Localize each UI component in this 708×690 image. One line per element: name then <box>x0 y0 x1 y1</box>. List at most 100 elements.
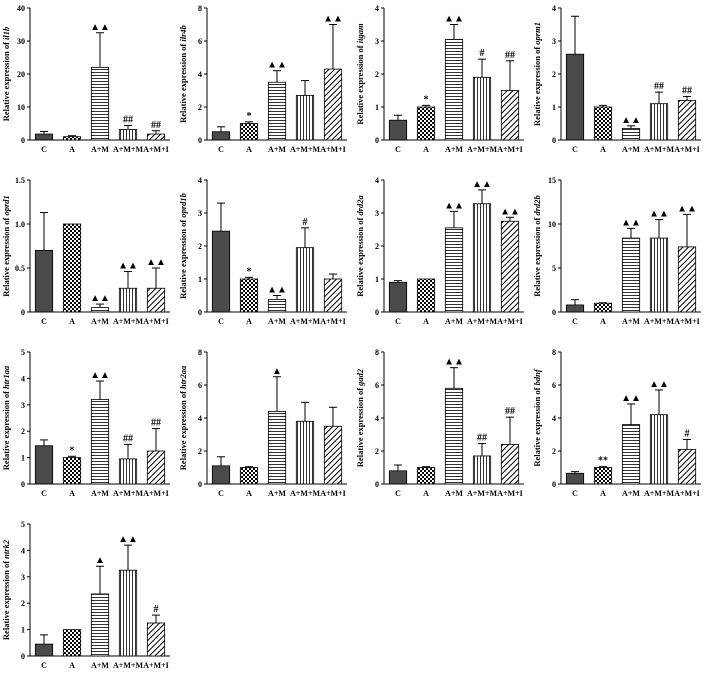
chart-panel-drd2b: 0 5 10 15 Relative expression of drd2b C A ▲▲ A+… <box>532 176 701 326</box>
y-tick-label: 0 <box>21 308 25 317</box>
y-tick-label: 4 <box>552 4 556 13</box>
bar-A+M+M <box>472 455 492 485</box>
y-tick-label: 2 <box>552 70 556 79</box>
significance-label: ▲▲ <box>621 393 641 404</box>
bar-A+M+I <box>146 133 166 141</box>
bar-A+M+M <box>295 247 315 313</box>
significance-label: ## <box>505 50 515 61</box>
x-tick-label: A+M+I <box>674 317 700 326</box>
significance-label: * <box>247 266 252 277</box>
significance-label: ▲▲ <box>90 22 110 33</box>
chart-panel-itgam: 0 1 2 3 4 Relative expression of itgam C * A ▲▲ A+… <box>355 4 524 154</box>
y-axis-label-prefix: Relative expression of <box>355 43 365 124</box>
y-axis-label-gene: htr2aa <box>178 365 188 389</box>
x-tick-label: A+M <box>268 317 286 326</box>
significance-label: ## <box>123 114 133 125</box>
x-tick-label: C <box>395 317 401 326</box>
y-axis-label-gene: oprd1 <box>1 195 11 215</box>
y-tick-label: 5 <box>21 348 25 357</box>
y-axis-label-gene: drd2a <box>355 194 365 215</box>
y-tick-label: 8 <box>198 4 202 13</box>
y-axis-label-gene: bdnf <box>532 368 542 385</box>
y-tick-label: 0 <box>375 480 379 489</box>
bar-A <box>239 467 259 485</box>
x-tick-label: A+M+M <box>644 489 674 498</box>
bar-A <box>416 467 436 485</box>
bar-C <box>34 133 54 141</box>
significance-label: # <box>303 217 308 228</box>
significance-label: * <box>247 111 252 122</box>
bar-C <box>211 465 231 485</box>
bar-A+M+I <box>677 246 697 313</box>
x-tick-label: A <box>246 145 252 154</box>
bar-A+M+M <box>472 76 492 141</box>
significance-label: ▲▲ <box>649 209 669 220</box>
x-tick-label: A+M <box>91 317 109 326</box>
x-tick-label: A+M <box>91 489 109 498</box>
chart-panel-bdnf: 0 2 4 6 8 Relative expression of bdnf C ** A ▲▲ A+… <box>532 348 701 498</box>
x-tick-label: A+M+M <box>290 489 320 498</box>
significance-label: ▲▲ <box>118 534 138 545</box>
y-tick-label: 6 <box>375 381 379 390</box>
y-axis-label: Relative expression of oprd1b <box>178 193 188 299</box>
y-axis-label-gene: oprm1 <box>532 22 542 45</box>
bar-A+M+I <box>677 448 697 485</box>
significance-label: ** <box>598 456 608 467</box>
x-tick-label: A+M+M <box>290 317 320 326</box>
bar-C <box>565 304 585 313</box>
y-axis-label-gene: htr1aa <box>1 365 11 389</box>
chart-panel-gad2: 0 2 4 6 8 Relative expression of gad2 C A ▲▲ A+M #… <box>355 348 524 498</box>
y-tick-label: 2 <box>198 242 202 251</box>
y-tick-label: 1.0 <box>15 220 25 229</box>
x-tick-label: A+M+M <box>467 145 497 154</box>
x-tick-label: A <box>69 145 75 154</box>
y-tick-label: 0 <box>552 308 556 317</box>
bar-A+M <box>90 307 110 313</box>
y-tick-label: 0 <box>198 136 202 145</box>
y-axis-label-gene: oprd1b <box>178 193 188 218</box>
y-axis-label-prefix: Relative expression of <box>178 389 188 470</box>
y-tick-label: 3 <box>375 209 379 218</box>
x-tick-label: A+M+M <box>290 145 320 154</box>
significance-label: ## <box>151 120 161 131</box>
y-tick-label: 4 <box>198 70 202 79</box>
y-tick-label: 5 <box>21 520 25 529</box>
x-tick-label: A+M <box>622 145 640 154</box>
y-tick-label: 0 <box>552 480 556 489</box>
bar-C <box>34 445 54 485</box>
x-tick-label: A <box>600 489 606 498</box>
significance-label: ▲▲ <box>500 206 520 217</box>
bar-A+M <box>444 387 464 485</box>
significance-label: ## <box>505 406 515 417</box>
x-tick-label: A <box>246 489 252 498</box>
y-tick-label: 4 <box>198 414 202 423</box>
x-tick-label: A+M+M <box>644 145 674 154</box>
x-tick-label: A+M+M <box>113 145 143 154</box>
bar-A+M <box>267 81 287 141</box>
significance-label: ▲▲ <box>323 14 343 25</box>
significance-label: ▲ <box>272 366 282 377</box>
bar-A+M <box>90 399 110 485</box>
y-tick-label: 3 <box>21 401 25 410</box>
bar-A+M+M <box>118 129 138 141</box>
y-tick-label: 1 <box>375 275 379 284</box>
y-axis-label: Relative expression of ntrk2 <box>1 539 11 640</box>
y-axis-label: Relative expression of htr1aa <box>1 365 11 470</box>
x-tick-label: A+M+M <box>113 489 143 498</box>
y-tick-label: 4 <box>552 414 556 423</box>
x-tick-label: A+M+M <box>113 661 143 670</box>
x-tick-label: A+M <box>622 317 640 326</box>
y-tick-label: 10 <box>17 103 25 112</box>
y-tick-label: 0.5 <box>15 264 25 273</box>
y-tick-label: 8 <box>552 348 556 357</box>
bar-A <box>416 278 436 313</box>
y-axis-label-prefix: Relative expression of <box>178 218 188 299</box>
y-tick-label: 3 <box>21 573 25 582</box>
significance-label: ▲▲ <box>267 60 287 71</box>
x-tick-label: C <box>218 145 224 154</box>
bar-A+M+I <box>500 220 520 313</box>
y-tick-label: 4 <box>375 176 379 185</box>
y-tick-label: 40 <box>17 4 25 13</box>
y-tick-label: 0 <box>198 480 202 489</box>
bar-A+M+I <box>323 278 343 313</box>
